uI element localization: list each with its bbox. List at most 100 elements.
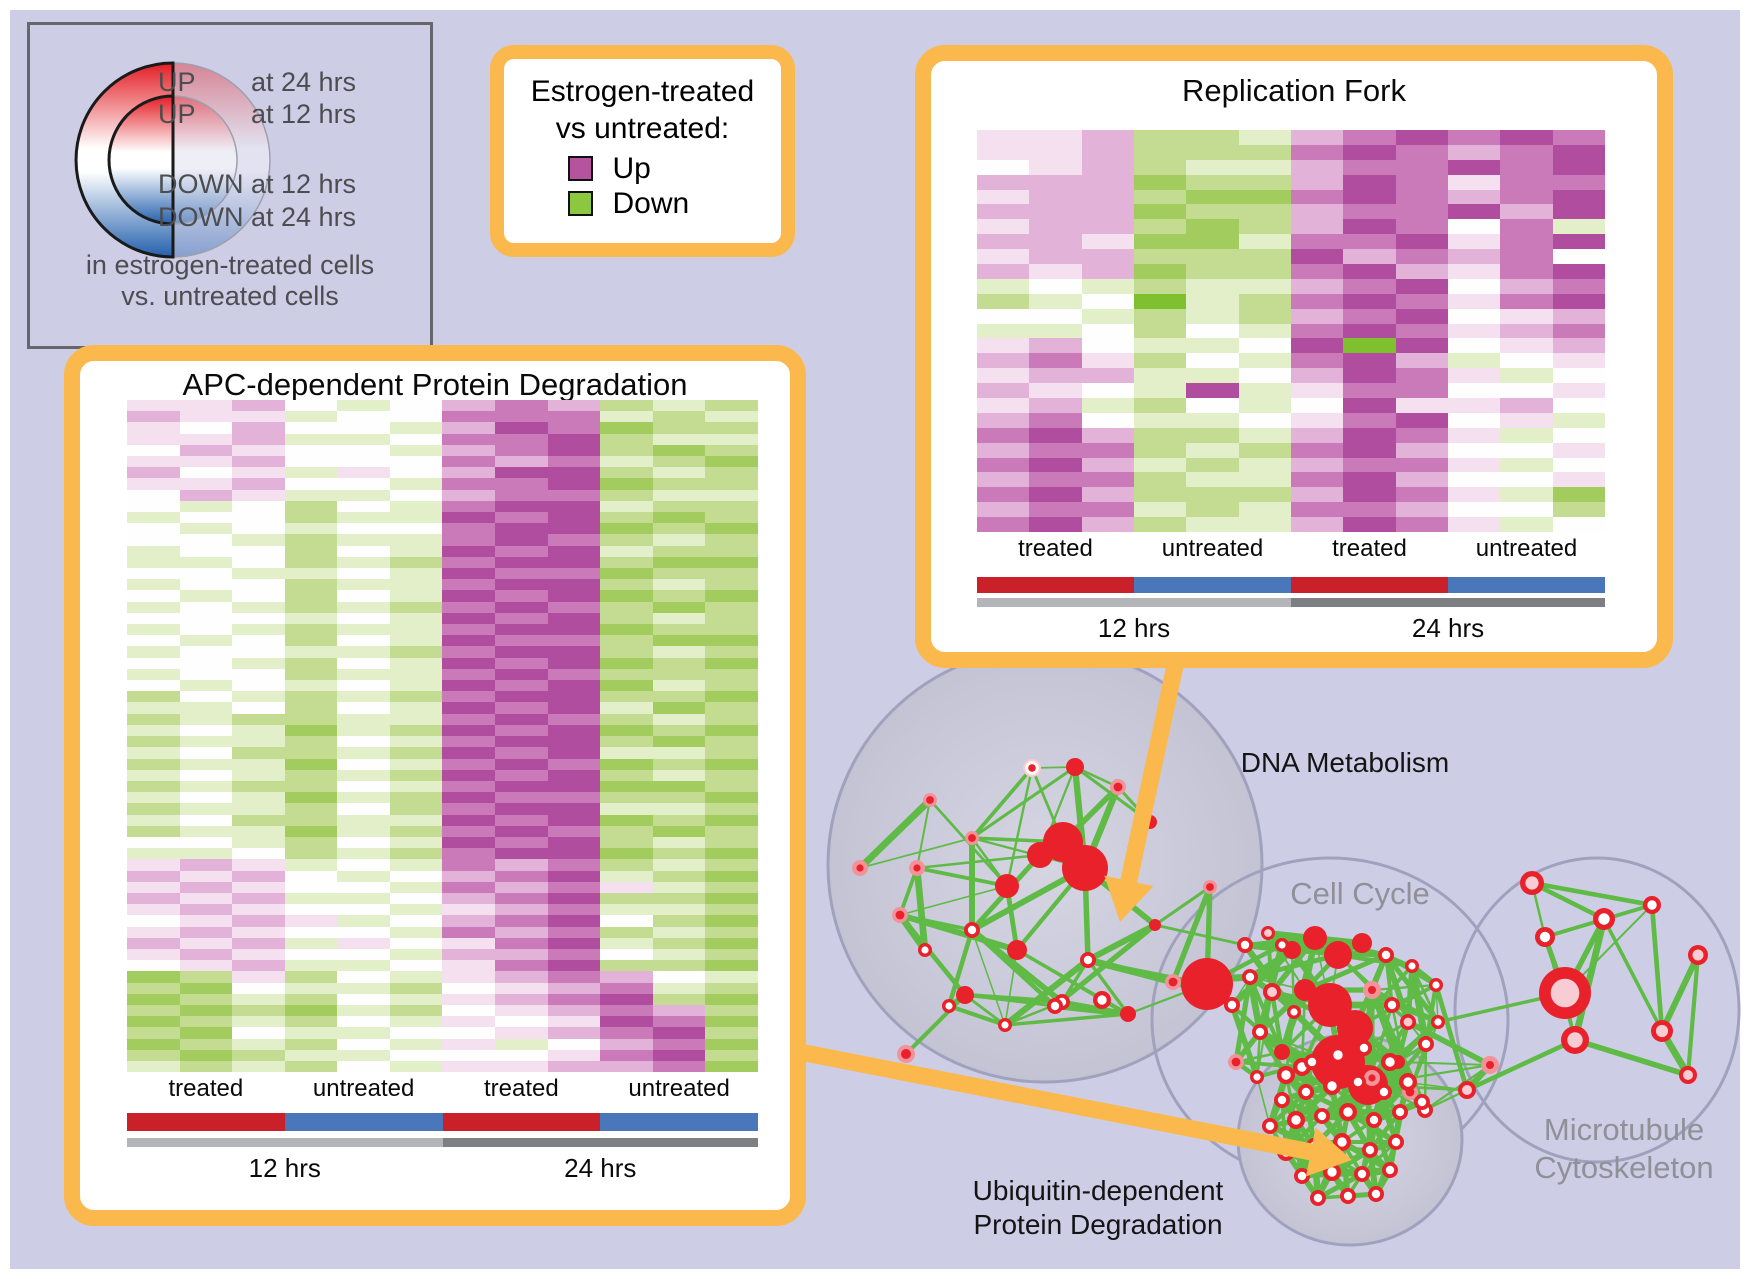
legend-time-text: at 12 hrs — [251, 99, 357, 129]
network-node — [1363, 981, 1381, 999]
network-node — [1388, 1134, 1404, 1150]
heatmap-row — [127, 489, 758, 501]
time-labels: 12 hrs 24 hrs — [127, 1153, 758, 1184]
heatmap-row — [127, 926, 758, 938]
network-node — [1378, 947, 1394, 963]
legend-time-text: at 24 hrs — [251, 67, 357, 97]
heatmap-grid — [127, 400, 758, 1073]
time-labels: 12 hrs 24 hrs — [977, 613, 1605, 644]
heatmap-row — [127, 534, 758, 546]
heatmap-row — [127, 545, 758, 557]
heatmap-row — [127, 1038, 758, 1050]
network-node — [1250, 1070, 1264, 1084]
legend-direction-text: DOWN — [158, 202, 244, 232]
down-color-swatch — [567, 191, 593, 216]
legend-item-down: Down — [567, 186, 718, 221]
network-node — [1392, 1104, 1408, 1120]
network-node — [1535, 927, 1555, 947]
network-node — [1323, 1077, 1341, 1095]
network-node — [1203, 880, 1217, 894]
heatmap-row — [977, 427, 1605, 443]
network-node — [1405, 959, 1419, 973]
network-node — [1023, 759, 1041, 777]
heatmap-row — [977, 144, 1605, 160]
heatmap-row — [977, 308, 1605, 324]
network-node — [1298, 1084, 1314, 1100]
heatmap-row — [127, 915, 758, 927]
network-node — [1364, 1070, 1380, 1086]
condition-label: untreated — [1475, 535, 1578, 562]
network-node — [852, 860, 868, 876]
heatmap-row — [127, 904, 758, 916]
heatmap-row — [977, 457, 1605, 473]
cluster-label: Microtubule Cytoskeleton — [1534, 1112, 1714, 1185]
heatmap-row — [977, 502, 1605, 518]
heatmap-row — [977, 412, 1605, 428]
heatmap-row — [127, 601, 758, 613]
network-node — [1277, 1066, 1295, 1084]
heatmap-row — [127, 680, 758, 692]
condition-color-bars — [977, 577, 1605, 593]
network-node — [1062, 845, 1108, 891]
legend-row: DOWN at 24 hrs — [158, 202, 356, 232]
heatmap-row — [127, 568, 758, 580]
arrow-head-icon — [1104, 875, 1154, 922]
network-node — [1366, 1112, 1382, 1128]
heatmap-row — [127, 702, 758, 714]
heatmap-row — [127, 724, 758, 737]
legend-item-up: Up — [567, 151, 718, 186]
network-node — [1400, 1014, 1416, 1030]
network-node — [1093, 991, 1111, 1009]
network-node — [1352, 933, 1372, 953]
network-node — [1339, 1103, 1357, 1121]
heatmap-row — [977, 487, 1605, 503]
network-node — [1261, 926, 1275, 940]
heatmap-row — [127, 1049, 758, 1061]
heatmap-row — [977, 249, 1605, 265]
heatmap-row — [127, 612, 758, 625]
heatmap-row — [127, 848, 758, 860]
heatmap-grid — [977, 130, 1605, 533]
condition-labels: treated untreated treated untreated — [977, 535, 1605, 563]
network-node — [1263, 983, 1281, 1001]
heatmap-row — [977, 517, 1605, 533]
heatmap-row — [127, 948, 758, 961]
heatmap-row — [127, 769, 758, 781]
heatmap-row — [127, 1004, 758, 1017]
network-node — [1418, 1036, 1434, 1052]
condition-label: treated — [1018, 535, 1093, 562]
heatmap-row — [977, 204, 1605, 220]
legend-row: DOWN at 12 hrs — [158, 169, 356, 199]
network-node — [1308, 983, 1352, 1027]
legend-direction-text: UP — [158, 67, 196, 97]
heatmap-row — [127, 668, 758, 681]
heatmap-row — [977, 338, 1605, 354]
heatmap-row — [977, 383, 1605, 399]
network-node — [1340, 1188, 1356, 1204]
panel-apc-heatmap: APC-dependent Protein Degradation treate… — [64, 345, 806, 1226]
network-node — [909, 860, 925, 876]
legend-footer-line1: in estrogen-treated cells — [85, 250, 375, 280]
network-node — [1368, 1186, 1384, 1202]
heatmap-row — [127, 579, 758, 591]
heatmap-row — [977, 278, 1605, 294]
figure-background: UP at 24 hrs UP at 12 hrs DOWN at 12 hrs DO… — [10, 10, 1741, 1269]
cluster-ellipse-mt — [1453, 856, 1741, 1164]
network-node — [1314, 1108, 1330, 1124]
heatmap-row — [977, 174, 1605, 190]
heatmap-row — [977, 353, 1605, 369]
heatmap-row — [977, 130, 1605, 145]
panel-title: Replication Fork — [1182, 73, 1406, 108]
network-node — [1310, 1190, 1326, 1206]
network-node — [964, 922, 980, 938]
network-node — [1354, 1166, 1370, 1182]
direction-legend-title: Estrogen-treated vs untreated: — [504, 73, 781, 147]
network-node — [1429, 978, 1443, 992]
updown-legend: UP at 24 hrs UP at 12 hrs DOWN at 12 hrs DO… — [27, 22, 433, 349]
network-node — [1224, 997, 1240, 1013]
cluster-label: Cell Cycle — [1290, 876, 1430, 912]
heatmap-row — [127, 691, 758, 703]
legend-direction-text: DOWN — [158, 169, 244, 199]
legend-row: UP at 24 hrs — [158, 67, 356, 97]
